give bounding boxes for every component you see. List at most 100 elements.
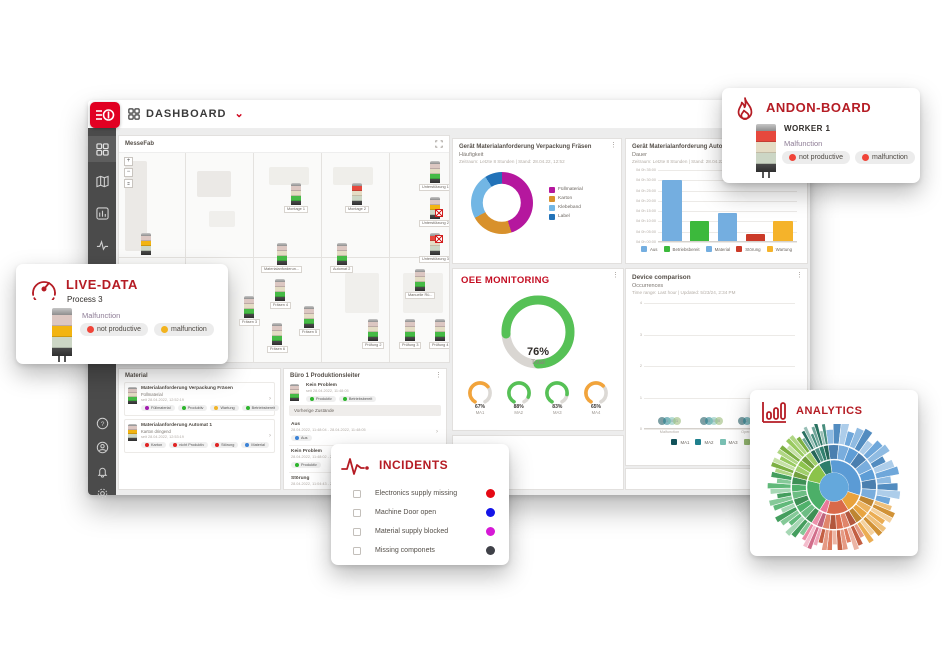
legend-swatch-icon (549, 186, 555, 193)
map-machine[interactable]: Fräsen 5 (299, 306, 320, 336)
machine-label: Unterstützung 1 (419, 184, 449, 191)
card-title: INCIDENTS (379, 458, 449, 472)
state-name: Aus (291, 422, 301, 427)
panel-caption: Time range: Last hour | Updated: 5/23/24… (632, 290, 736, 295)
error-marker-icon (435, 235, 443, 243)
incident-color-dot-icon (486, 527, 495, 536)
legend-swatch-icon (663, 246, 670, 252)
axis-tick-label: 0d 0h 10:00 (635, 219, 656, 224)
kebab-menu-icon[interactable]: ⋮ (435, 372, 442, 379)
status-dot-icon (145, 443, 149, 447)
map-machine[interactable]: Unterstützung 2 (419, 197, 449, 227)
legend-swatch-icon (766, 246, 773, 252)
axis-tick-label: 0d 0h 15:00 (635, 209, 656, 214)
gauge-value: 67% (474, 404, 485, 410)
map-machine[interactable]: Prüfung 2 (362, 319, 385, 349)
sidebar-item-dashboard[interactable] (88, 136, 116, 162)
frequency-donut-chart (471, 172, 533, 234)
map-machine[interactable]: Montage 2 (345, 183, 369, 213)
map-machine[interactable]: Unterstützung 1 (419, 161, 449, 191)
signal-tower (430, 161, 441, 183)
andon-board-card: ANDON-BOARD WORKER 1 Malfunction not pro… (722, 88, 920, 183)
fullscreen-icon[interactable] (435, 140, 443, 148)
incident-label: Electronics supply missing (375, 490, 458, 497)
axis-tick-label: 1 (639, 395, 642, 400)
dashboard-window: DASHBOARD ⌄ ? (88, 100, 810, 498)
gauge-value: 65% (590, 404, 601, 410)
checkbox[interactable] (353, 527, 361, 536)
state-history-item[interactable]: Aus 28.04.2022, 11:48:04 - 28.04.2022, 1… (289, 419, 441, 446)
gauge-value: 83% (552, 404, 563, 410)
sidebar-item-map[interactable] (88, 168, 116, 194)
status-dot-icon (160, 326, 168, 333)
status-badge: Material (241, 442, 269, 448)
fit-view-button[interactable]: ⌗ (124, 179, 133, 188)
item-subtitle: Füllmaterial (141, 392, 163, 397)
sidebar-item-analytics[interactable] (88, 200, 116, 226)
status-badge: malfunction (854, 151, 915, 164)
oee-machine-gauge: 83% MA3 (540, 380, 574, 415)
map-machine[interactable]: Materialanforderun... (261, 243, 303, 273)
gauge-label: MA4 (591, 410, 601, 415)
help-icon[interactable]: ? (88, 410, 116, 436)
sidebar-item-live-data[interactable] (88, 232, 116, 258)
map-machine[interactable]: Fräsen 4 (270, 279, 291, 309)
bar (773, 221, 793, 242)
incident-row: Electronics supply missing (353, 484, 495, 503)
map-machine[interactable]: Fräsen 3 (239, 296, 260, 326)
legend-item: Betriebsbereit (663, 246, 700, 252)
chevron-right-icon: › (269, 433, 271, 439)
chevron-down-icon[interactable]: ⌄ (234, 107, 244, 120)
checkbox[interactable] (353, 508, 361, 517)
floorplan-shape (333, 167, 373, 185)
live-data-card: LIVE-DATA Process 3 Malfunction not prod… (16, 264, 228, 364)
map-machine[interactable] (141, 233, 151, 255)
process-name: Process 3 (67, 295, 103, 304)
axis-tick-label: 0d 0h 20:00 (635, 198, 656, 203)
map-machine[interactable]: Unterstützung 3 (419, 233, 449, 263)
axis-tick-label: 0d 0h 05:00 (635, 229, 656, 234)
status-dot-icon (145, 406, 149, 410)
signal-tower (244, 296, 255, 318)
kebab-menu-icon[interactable]: ⋮ (796, 272, 803, 279)
material-panel: Material Materialanforderung Verpackung … (118, 368, 310, 490)
signal-tower (304, 306, 315, 328)
legend-swatch-icon (549, 213, 555, 220)
legend-swatch-icon (743, 439, 750, 445)
legend-item: Karton (549, 195, 583, 202)
map-machine[interactable]: Fräsen 6 (267, 323, 288, 353)
panel-title: Gerät Materialanforderung Automat 1 (632, 144, 739, 150)
checkbox[interactable] (353, 546, 361, 555)
map-machine[interactable]: Prüfung 3 (399, 319, 422, 349)
zoom-in-button[interactable]: + (124, 157, 133, 166)
notifications-icon[interactable] (88, 458, 116, 484)
kebab-menu-icon[interactable]: ⋮ (610, 142, 617, 149)
error-marker-icon (435, 209, 443, 217)
status-badge: Aus (291, 435, 312, 441)
map-machine[interactable]: Manuelle Rü... (405, 269, 436, 299)
map-machine[interactable]: Automat 2 (330, 243, 354, 273)
account-icon[interactable] (88, 434, 116, 460)
panel-title: Material (125, 373, 148, 379)
app-logo[interactable] (90, 102, 120, 128)
signal-tower (52, 308, 72, 362)
page-title: DASHBOARD (146, 108, 227, 120)
material-list-item[interactable]: Materialanforderung Automat 1 Karton dri… (124, 419, 275, 453)
oee-panel: ⋮ OEE MONITORING 76% Total 67% MA1 (452, 268, 624, 431)
status-dot-icon (295, 463, 299, 467)
state-time: 28.04.2022, 11:04:43 - 28.04.2022, 11:48… (291, 482, 366, 486)
map-machine[interactable]: Montage 1 (284, 183, 308, 213)
map-machine[interactable]: Prüfung 4 (429, 319, 449, 349)
item-title: Materialanforderung Automat 1 (141, 423, 212, 428)
zoom-out-button[interactable]: − (124, 168, 133, 177)
material-list-item[interactable]: Materialanforderung Verpackung Fräsen Fü… (124, 382, 310, 416)
signal-tower (368, 319, 379, 341)
incident-color-dot-icon (486, 489, 495, 498)
settings-icon[interactable] (88, 480, 116, 506)
kebab-menu-icon[interactable]: ⋮ (612, 272, 619, 279)
oee-machine-gauge: 65% MA4 (579, 380, 613, 415)
floorplan-shape (269, 167, 309, 185)
checkbox[interactable] (353, 489, 361, 498)
item-time: seit 28.04.2022, 12:52:19 (141, 398, 184, 402)
legend-item: Label (549, 213, 583, 220)
